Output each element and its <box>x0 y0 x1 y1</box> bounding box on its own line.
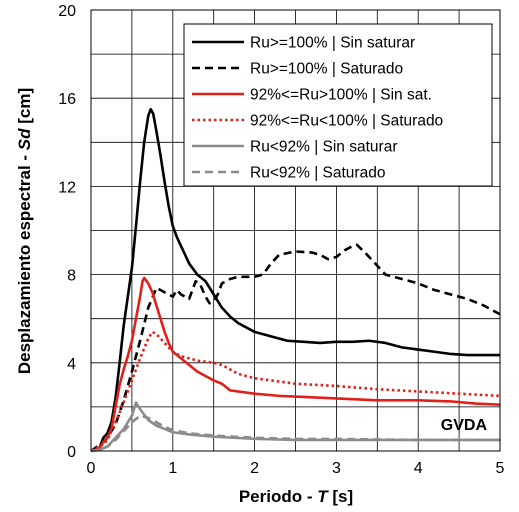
legend-label: Ru>=100% | Saturado <box>250 61 403 78</box>
legend-label: 92%<=Ru<100% | Saturado <box>250 113 443 130</box>
series-line-ru-100-sin-saturar <box>90 107 500 453</box>
series-layer <box>90 107 501 453</box>
x-tick-label: 2 <box>250 460 259 477</box>
gvda-annotation: GVDA <box>441 417 488 434</box>
series-line-ru-92-saturado <box>90 414 500 453</box>
x-axis-title: Periodo - T [s] <box>239 487 353 506</box>
x-tick-labels: 0 1 2 3 4 5 <box>87 460 505 477</box>
series-line-92-ru-100-saturado <box>90 330 501 453</box>
legend: Ru>=100% | Sin saturar Ru>=100% | Saturad… <box>183 23 493 187</box>
y-tick-labels: 0 4 8 12 16 20 <box>58 3 76 461</box>
y-tick-label: 0 <box>67 444 76 461</box>
x-tick-label: 4 <box>414 460 423 477</box>
y-tick-label: 12 <box>58 179 76 196</box>
y-tick-label: 16 <box>58 91 76 108</box>
y-tick-label: 8 <box>67 268 76 285</box>
y-tick-label: 4 <box>67 356 76 373</box>
x-tick-label: 0 <box>87 460 96 477</box>
plot-frame <box>90 9 501 452</box>
y-tick-label: 20 <box>58 3 76 20</box>
legend-label: Ru>=100% | Sin saturar <box>250 35 415 52</box>
legend-label: 92%<=Ru>100% | Sin sat. <box>250 87 432 104</box>
legend-label: Ru<92% | Saturado <box>250 165 385 182</box>
legend-label: Ru<92% | Sin saturar <box>250 139 397 156</box>
x-tick-label: 1 <box>168 460 177 477</box>
series-line-92-ru-100-sin-sat <box>90 276 501 453</box>
legend-box <box>183 23 493 187</box>
x-tick-label: 5 <box>496 460 505 477</box>
y-axis-title: Desplazamiento espectral - Sd [cm] <box>15 88 34 374</box>
x-tick-label: 3 <box>332 460 341 477</box>
